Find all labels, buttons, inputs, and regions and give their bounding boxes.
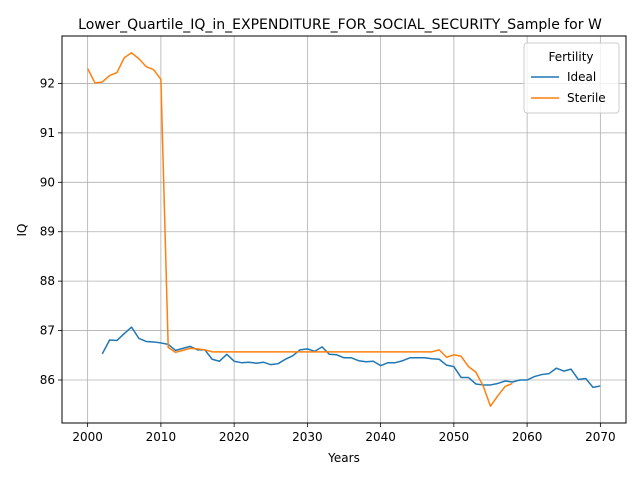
x-tick-label: 2040 (365, 430, 396, 444)
y-axis-label: IQ (15, 224, 29, 237)
chart-title: Lower_Quartile_IQ_in_EXPENDITURE_FOR_SOC… (78, 17, 602, 33)
series-line-ideal (101, 326, 601, 389)
legend: Fertility Ideal Sterile (523, 42, 620, 114)
x-tick-label: 2060 (512, 430, 543, 444)
y-tick-label: 87 (40, 324, 55, 338)
legend-box (523, 42, 620, 114)
x-tick-label: 2030 (292, 430, 323, 444)
x-axis-label: Years (327, 451, 360, 465)
legend-label-ideal: Ideal (567, 70, 596, 84)
y-tick-label: 86 (40, 373, 55, 387)
y-tick-label: 89 (40, 225, 55, 239)
legend-label-sterile: Sterile (567, 91, 606, 105)
y-tick-label: 91 (40, 126, 55, 140)
series-line-sterile (86, 52, 513, 407)
axis-ticks: 2000 2010 2020 2030 2040 2050 2060 2070 86 87 88 89… (40, 76, 616, 444)
x-tick-label: 2050 (439, 430, 470, 444)
x-tick-label: 2020 (219, 430, 250, 444)
y-tick-label: 90 (40, 175, 55, 189)
y-tick-label: 92 (40, 76, 55, 90)
x-tick-label: 2000 (72, 430, 103, 444)
x-tick-label: 2010 (146, 430, 177, 444)
series-lines (86, 52, 601, 407)
legend-title: Fertility (548, 50, 593, 64)
x-tick-label: 2070 (585, 430, 616, 444)
plot-frame (61, 35, 627, 424)
y-tick-label: 88 (40, 274, 55, 288)
